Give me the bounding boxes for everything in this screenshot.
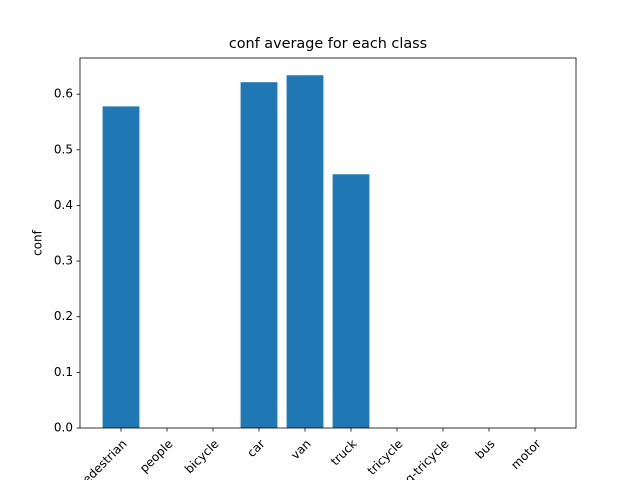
x-tick-label: bus <box>473 437 498 462</box>
y-tick-label: 0.4 <box>54 198 73 212</box>
y-axis-label: conf <box>31 229 45 256</box>
x-tick-label: tricycle <box>365 437 406 478</box>
x-tick-label: bicycle <box>182 437 222 477</box>
x-tick-label: van <box>288 437 314 463</box>
x-tick-label: people <box>137 437 176 476</box>
y-tick-label: 0.6 <box>54 87 73 101</box>
x-tick-label: car <box>244 437 267 460</box>
plot-frame <box>79 57 577 429</box>
x-tick-label: motor <box>508 437 543 472</box>
y-tick-label: 0.2 <box>54 309 73 323</box>
bar <box>286 75 324 429</box>
bar <box>240 82 278 429</box>
x-tick-label: pedestrian <box>74 437 129 480</box>
y-tick-label: 0.5 <box>54 142 73 156</box>
chart-title: conf average for each class <box>229 36 427 52</box>
y-tick-label: 0.1 <box>54 365 73 379</box>
bar <box>332 174 370 428</box>
y-tick-label: 0.3 <box>54 254 73 268</box>
bar <box>102 106 140 429</box>
y-tick-label: 0.0 <box>54 421 73 435</box>
x-tick-label: truck <box>328 437 360 469</box>
